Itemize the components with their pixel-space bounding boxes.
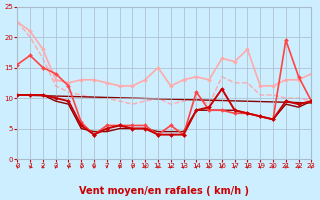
X-axis label: Vent moyen/en rafales ( km/h ): Vent moyen/en rafales ( km/h ) bbox=[79, 186, 249, 196]
